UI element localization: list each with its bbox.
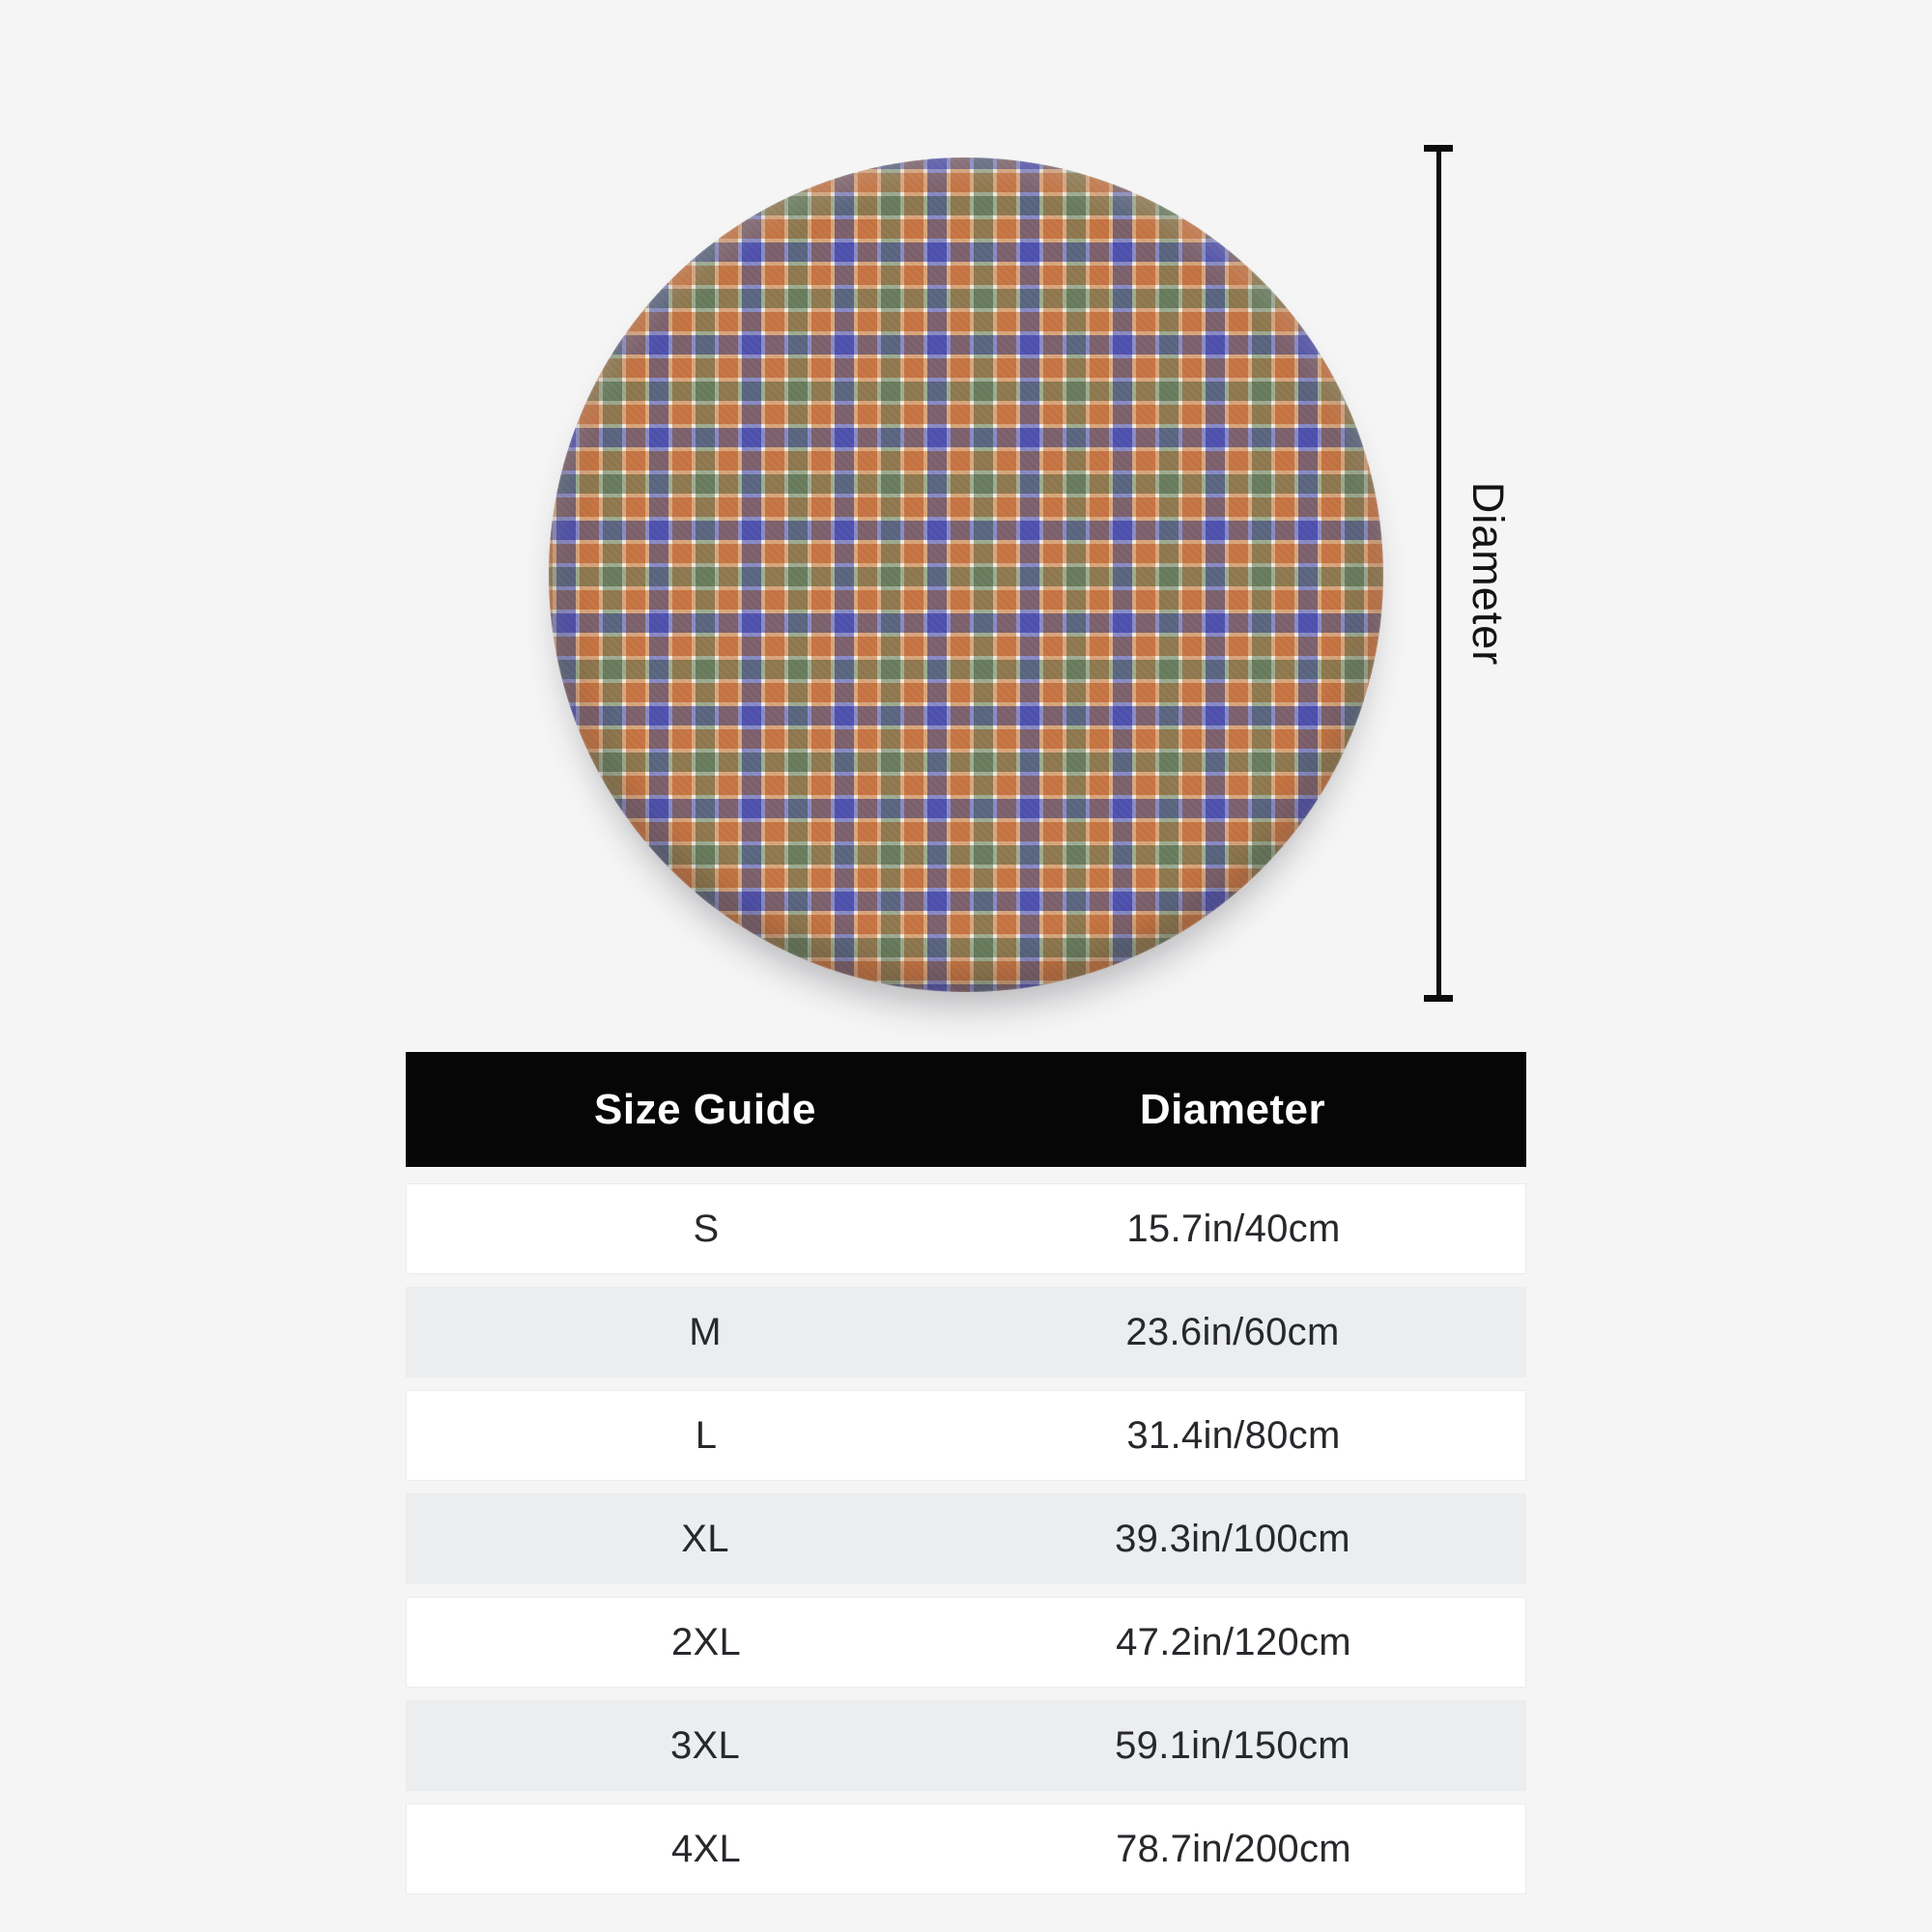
size-cell: L bbox=[695, 1413, 718, 1457]
diameter-cell: 23.6in/60cm bbox=[1125, 1310, 1340, 1353]
diameter-cell: 39.3in/100cm bbox=[1115, 1517, 1350, 1560]
diameter-cell: 15.7in/40cm bbox=[1126, 1207, 1341, 1250]
diameter-label: Diameter bbox=[1463, 481, 1513, 667]
table-row-3xl: 3XL 59.1in/150cm bbox=[406, 1700, 1526, 1791]
table-row-2xl: 2XL 47.2in/120cm bbox=[406, 1597, 1526, 1688]
size-cell: XL bbox=[681, 1517, 729, 1560]
table-row-xl: XL 39.3in/100cm bbox=[406, 1493, 1526, 1584]
size-cell: M bbox=[689, 1310, 722, 1353]
table-header-row: Size Guide Diameter bbox=[406, 1052, 1526, 1167]
product-figure: Diameter bbox=[549, 145, 1513, 1002]
diameter-cell: 78.7in/200cm bbox=[1116, 1827, 1351, 1870]
size-guide-table: Size Guide Diameter S 15.7in/40cm M 23.6… bbox=[406, 1052, 1526, 1894]
dimension-line-bottom-tick bbox=[1424, 995, 1453, 1002]
diameter-cell: 59.1in/150cm bbox=[1115, 1723, 1350, 1767]
diameter-cell: 47.2in/120cm bbox=[1116, 1620, 1351, 1663]
diameter-cell: 31.4in/80cm bbox=[1126, 1413, 1341, 1457]
round-plaid-rug-image bbox=[549, 157, 1383, 992]
table-header-size-guide: Size Guide bbox=[594, 1085, 816, 1133]
table-row-l: L 31.4in/80cm bbox=[406, 1390, 1526, 1481]
table-row-s: S 15.7in/40cm bbox=[406, 1183, 1526, 1274]
diameter-dimension-line bbox=[1424, 145, 1453, 1002]
table-row-4xl: 4XL 78.7in/200cm bbox=[406, 1804, 1526, 1894]
size-cell: S bbox=[693, 1207, 720, 1250]
table-header-diameter: Diameter bbox=[1139, 1085, 1326, 1133]
dimension-line-bar bbox=[1435, 145, 1441, 1002]
size-cell: 2XL bbox=[670, 1620, 742, 1663]
table-row-m: M 23.6in/60cm bbox=[406, 1287, 1526, 1378]
size-cell: 3XL bbox=[669, 1723, 741, 1767]
size-cell: 4XL bbox=[670, 1827, 742, 1870]
